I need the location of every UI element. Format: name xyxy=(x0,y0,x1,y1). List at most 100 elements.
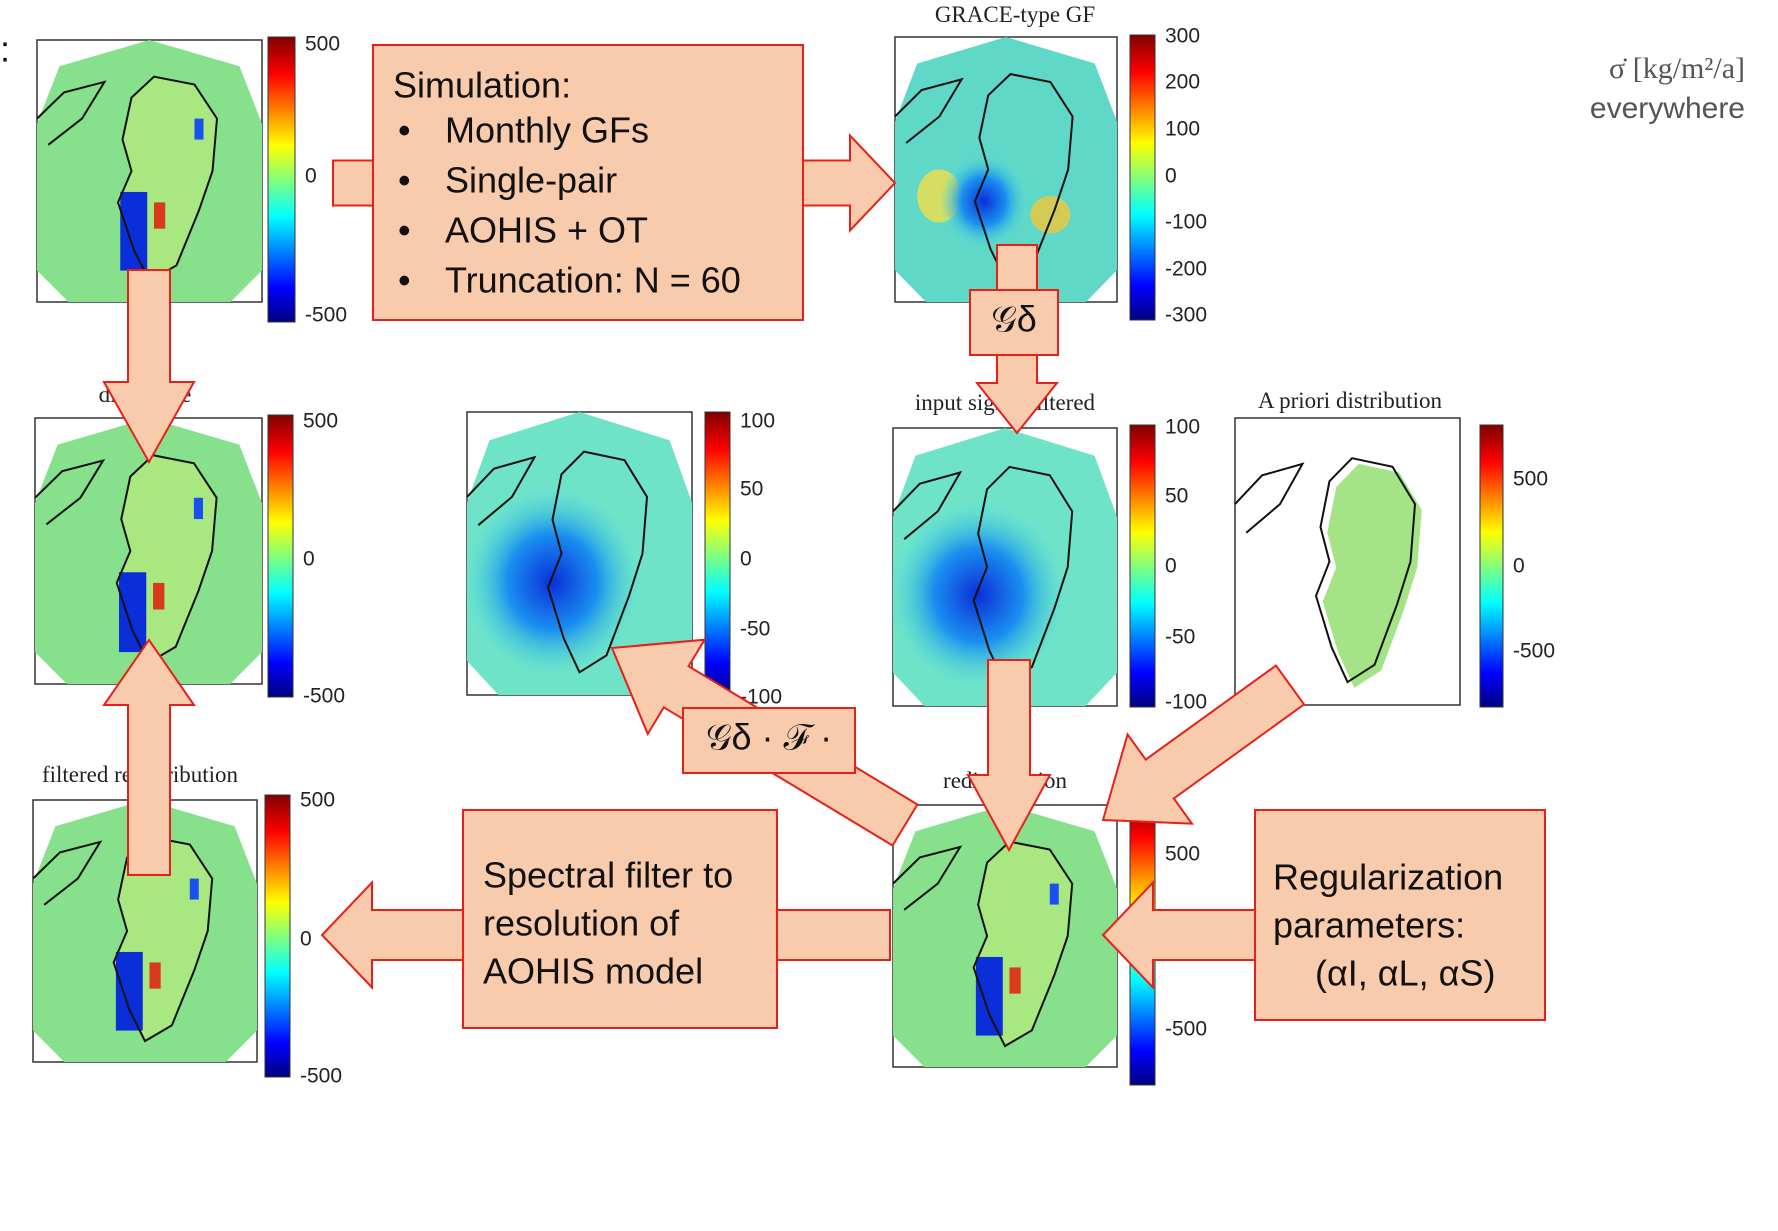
map-anomaly xyxy=(149,962,161,989)
bullet: • xyxy=(398,160,411,201)
map-anomaly xyxy=(118,572,147,653)
colorbar-tick-label: -100 xyxy=(1165,691,1207,714)
bullet: • xyxy=(398,110,411,151)
coastline xyxy=(1234,462,1305,534)
map-anomaly xyxy=(154,202,166,229)
map-anomaly xyxy=(193,497,203,520)
operator: 𝒢δ · ℱ · xyxy=(706,717,832,758)
map-anomaly xyxy=(939,153,1029,249)
colorbar-tick-label: -200 xyxy=(1165,258,1207,281)
map-anomaly xyxy=(194,118,204,140)
map-anomaly xyxy=(1009,967,1021,994)
map xyxy=(892,804,1118,1068)
filter-box xyxy=(462,809,778,1029)
box-line: Regularization xyxy=(1273,857,1503,898)
colorbar-tick-label: -500 xyxy=(303,685,345,708)
map-anomaly xyxy=(153,582,165,610)
coastline xyxy=(466,455,537,526)
map-anomaly xyxy=(888,500,1068,690)
box-item: AOHIS + OT xyxy=(445,210,648,251)
colorbar-tick-label: 500 xyxy=(1513,468,1548,491)
arrow xyxy=(794,132,897,234)
arrow xyxy=(102,269,196,465)
colorbar-tick-label: 500 xyxy=(300,789,335,812)
map-anomaly xyxy=(120,191,148,271)
map xyxy=(36,39,263,303)
legend-symbol: σ̇ [kg/m²/a] xyxy=(1609,52,1745,85)
colorbar-tick-label: 50 xyxy=(1165,485,1188,508)
colorbar xyxy=(1479,424,1504,708)
colorbar-tick-label: -500 xyxy=(1165,1018,1207,1041)
operator: 𝒢δ xyxy=(991,299,1037,340)
colorbar-tick-label: -50 xyxy=(740,618,770,641)
coastline xyxy=(972,840,1074,1048)
regularization-box xyxy=(1254,809,1546,1021)
colorbar xyxy=(267,414,294,698)
coastline xyxy=(546,450,649,674)
colorbar-tick-label: 50 xyxy=(740,478,763,501)
arrow xyxy=(102,638,196,876)
coastline xyxy=(972,465,1074,686)
coastline xyxy=(892,470,963,540)
map-anomaly xyxy=(462,485,643,679)
colorbar-tick-label: 0 xyxy=(305,165,317,188)
bullet: • xyxy=(398,210,411,251)
colorbar-tick-label: -500 xyxy=(300,1065,342,1088)
box-line: (αI, αL, αS) xyxy=(1315,953,1495,994)
colorbar-tick-label: 500 xyxy=(303,410,338,433)
panel-title: GRACE-type GF xyxy=(935,2,1095,27)
colorbar-tick-label: 100 xyxy=(740,410,775,433)
arrow xyxy=(1101,880,1259,990)
map xyxy=(1234,417,1461,706)
coastline xyxy=(1314,457,1417,684)
colorbar xyxy=(264,794,291,1078)
colorbar-tick-label: 500 xyxy=(1165,843,1200,866)
colorbar-tick-label: 0 xyxy=(1513,555,1525,578)
coastline xyxy=(116,75,219,283)
operator-box xyxy=(969,289,1059,356)
arrow xyxy=(966,659,1052,853)
coastline xyxy=(36,80,107,146)
colorbar-tick-label: 200 xyxy=(1165,71,1200,94)
map-anomaly xyxy=(115,951,143,1031)
colorbar-tick-label: 0 xyxy=(740,548,752,571)
map-anomaly xyxy=(1030,196,1071,234)
colorbar-tick-label: 100 xyxy=(1165,118,1200,141)
colorbar-tick-label: -500 xyxy=(305,304,347,327)
map-anomaly xyxy=(975,956,1003,1036)
map-anomaly xyxy=(1049,883,1059,905)
arrow xyxy=(1101,664,1306,825)
coastline xyxy=(112,835,214,1043)
box-line: parameters: xyxy=(1273,905,1465,946)
box-line: AOHIS model xyxy=(483,951,703,992)
colorbar xyxy=(1129,424,1156,708)
colorbar-tick-label: 100 xyxy=(1165,416,1200,439)
bullet: • xyxy=(398,260,411,301)
box-line: Spectral filter to xyxy=(483,855,733,896)
box-item: Truncation: N = 60 xyxy=(445,260,741,301)
colorbar-tick-label: -50 xyxy=(1165,626,1195,649)
colorbar-tick-label: 300 xyxy=(1165,25,1200,48)
map-anomaly xyxy=(1322,463,1422,688)
coastline xyxy=(892,845,963,911)
colorbar-tick-label: -100 xyxy=(1165,211,1207,234)
colorbar-tick-label: 0 xyxy=(1165,555,1177,578)
header-symbol: : xyxy=(0,29,10,70)
coastline xyxy=(32,840,103,906)
map xyxy=(888,427,1118,707)
box-line: resolution of xyxy=(483,903,680,944)
colorbar xyxy=(704,411,731,698)
colorbar-tick-label: -500 xyxy=(1513,640,1555,663)
box-item: Single-pair xyxy=(445,160,617,201)
colorbar-tick-label: 0 xyxy=(303,548,315,571)
simulation-box xyxy=(372,44,804,321)
colorbar-tick-label: 0 xyxy=(300,928,312,951)
coastline xyxy=(34,458,106,526)
colorbar xyxy=(1129,34,1156,321)
panel-title: A priori distribution xyxy=(1258,388,1443,413)
colorbar-tick-label: -300 xyxy=(1165,304,1207,327)
colorbar xyxy=(267,36,296,323)
colorbar-tick-label: 500 xyxy=(305,33,340,56)
box-item: Monthly GFs xyxy=(445,110,649,151)
